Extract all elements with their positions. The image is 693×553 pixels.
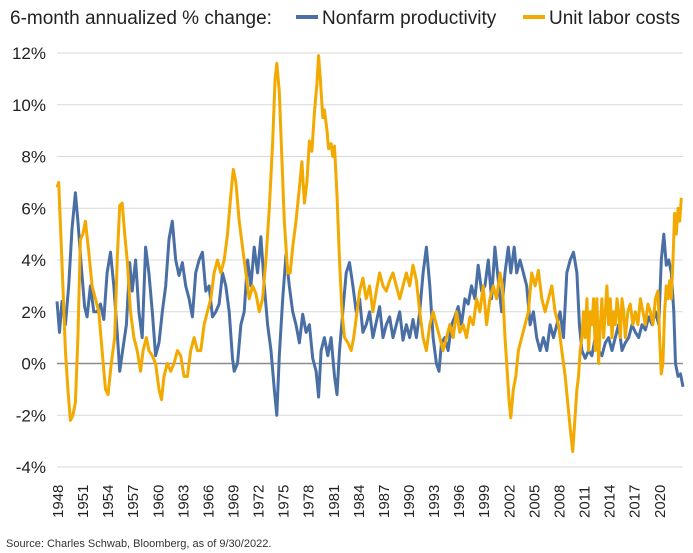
y-tick-label: -2%	[16, 406, 46, 425]
legend-label-nonfarm-productivity: Nonfarm productivity	[322, 8, 497, 29]
x-tick-label: 1984	[351, 485, 368, 518]
y-tick-label: 12%	[12, 44, 46, 63]
x-tick-label: 1960	[150, 485, 167, 518]
y-tick-label: 4%	[21, 251, 46, 270]
x-tick-label: 1969	[226, 485, 243, 518]
x-tick-label: 1999	[476, 485, 493, 518]
x-tick-label: 2014	[602, 485, 619, 518]
y-tick-label: -4%	[16, 458, 46, 477]
x-tick-label: 1996	[451, 485, 468, 518]
x-tick-label: 1948	[50, 485, 67, 518]
x-tick-label: 2008	[551, 485, 568, 518]
chart-title: 6-month annualized % change:	[10, 8, 272, 29]
series-layer	[55, 54, 685, 453]
x-tick-label: 1951	[75, 485, 92, 518]
y-tick-label: 2%	[21, 303, 46, 322]
source-note: Source: Charles Schwab, Bloomberg, as of…	[6, 538, 271, 550]
series-line-nonfarm-productivity	[55, 191, 685, 417]
series-line-unit-labor-costs	[55, 54, 683, 453]
x-tick-label: 1987	[376, 485, 393, 518]
x-tick-label: 1966	[200, 485, 217, 518]
x-tick-label: 1993	[426, 485, 443, 518]
x-tick-label: 2020	[652, 485, 669, 518]
x-tick-label: 1963	[175, 485, 192, 518]
x-tick-label: 2011	[577, 486, 594, 518]
x-tick-label: 1981	[326, 485, 343, 518]
x-tick-label: 1990	[401, 485, 418, 518]
legend: Nonfarm productivity Unit labor costs	[296, 8, 680, 29]
gridlines	[57, 52, 683, 468]
x-tick-label: 2002	[501, 485, 518, 518]
x-tick-label: 1978	[301, 485, 318, 518]
y-tick-label: 8%	[21, 148, 46, 167]
y-tick-label: 10%	[12, 96, 46, 115]
y-tick-label: 6%	[21, 199, 46, 218]
x-tick-label: 1975	[276, 485, 293, 518]
x-tick-label: 1957	[125, 485, 142, 518]
x-tick-label: 2005	[526, 485, 543, 518]
x-axis-ticks: 1948 1951 1954 1957 1960 1963 1966 1969 1972 1975…	[50, 485, 669, 518]
x-tick-label: 1972	[251, 485, 268, 518]
y-axis-ticks: -4% -2% 0% 2% 4% 6% 8% 10% 12%	[12, 44, 46, 477]
x-tick-label: 1954	[100, 485, 117, 518]
x-tick-label: 2017	[627, 485, 644, 518]
y-tick-label: 0%	[21, 355, 46, 374]
legend-label-unit-labor-costs: Unit labor costs	[549, 8, 680, 29]
